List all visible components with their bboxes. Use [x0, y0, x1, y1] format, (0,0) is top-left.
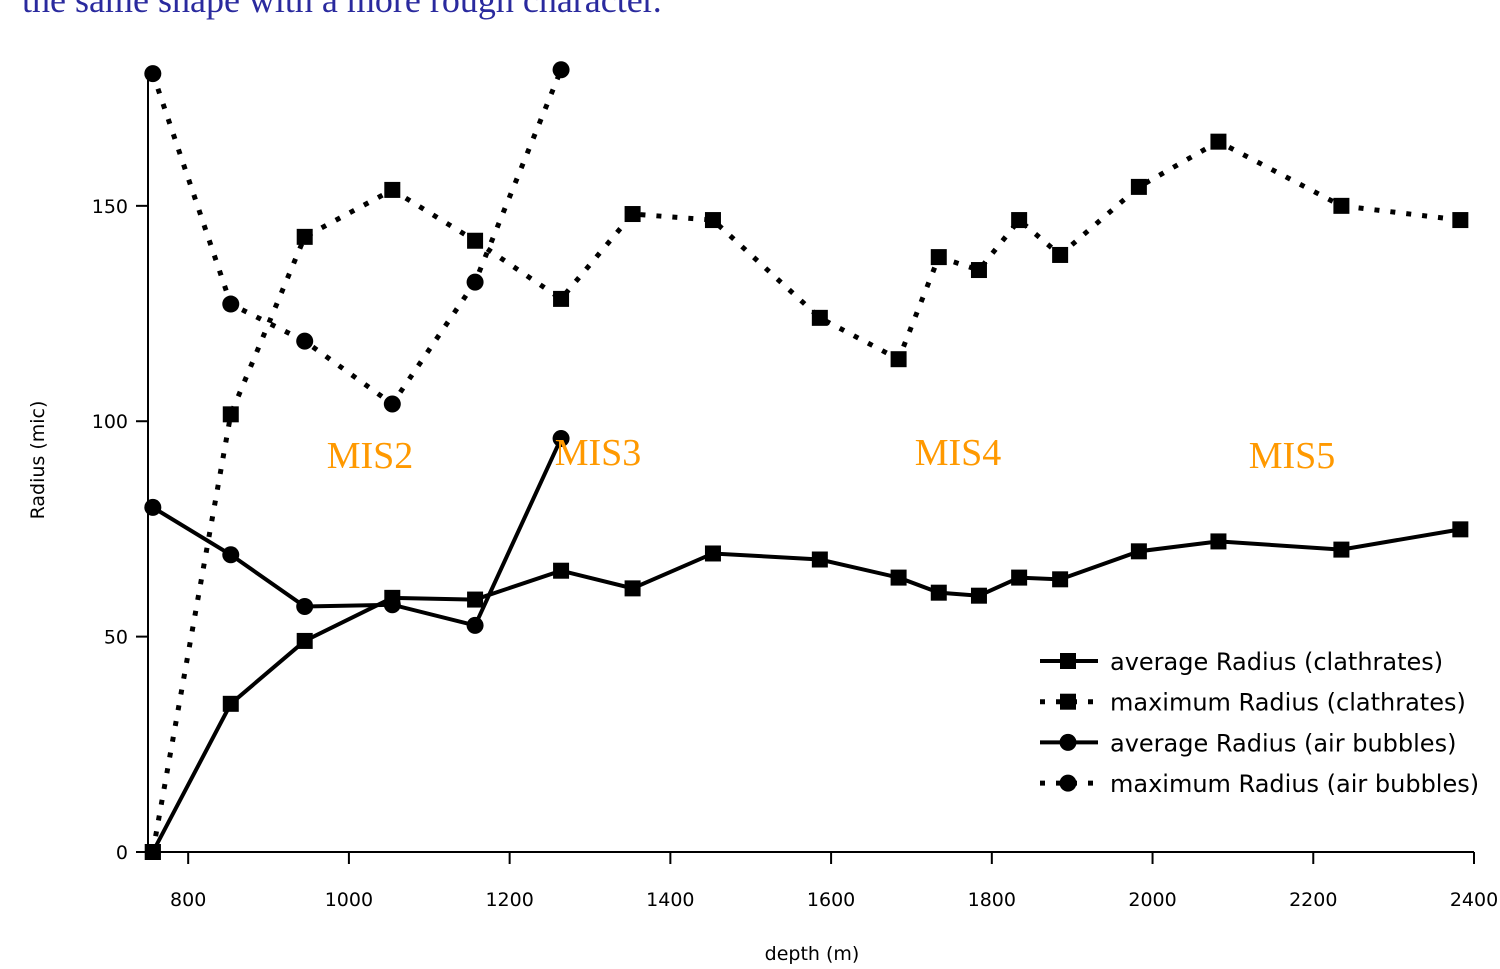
legend-label: maximum Radius (air bubbles)	[1110, 770, 1479, 798]
x-tick-label: 1800	[968, 889, 1016, 911]
annotation: MIS5	[1249, 435, 1336, 477]
data-point	[553, 290, 570, 307]
data-point	[144, 844, 161, 860]
legend-label: average Radius (air bubbles)	[1110, 729, 1456, 757]
data-point	[1210, 133, 1227, 150]
data-point	[1052, 246, 1069, 263]
data-point	[704, 212, 721, 229]
x-tick-label: 1000	[325, 889, 373, 911]
data-point	[222, 695, 239, 712]
data-point	[1333, 541, 1350, 558]
data-point	[144, 498, 162, 516]
data-point	[1130, 543, 1147, 560]
data-point	[970, 587, 987, 604]
data-point	[222, 406, 239, 423]
data-point	[296, 332, 314, 350]
data-point	[811, 551, 828, 568]
data-point	[1210, 533, 1227, 550]
data-point	[466, 273, 484, 291]
x-tick-label: 2200	[1289, 889, 1337, 911]
annotation: MIS4	[915, 432, 1002, 474]
x-tick-label: 2000	[1128, 889, 1176, 911]
x-axis-label: depth (m)	[765, 943, 860, 965]
x-tick-label: 1200	[485, 889, 533, 911]
x-tick-label: 2400	[1450, 889, 1498, 911]
y-axis-label: Radius (mic)	[27, 401, 49, 520]
x-tick-label: 1600	[807, 889, 855, 911]
annotation: MIS3	[555, 432, 642, 474]
data-point	[1452, 521, 1469, 538]
data-point	[222, 546, 240, 564]
data-point	[704, 545, 721, 562]
data-point	[1333, 197, 1350, 214]
data-point	[222, 295, 240, 313]
y-tick-label: 150	[92, 196, 128, 218]
data-point	[296, 597, 314, 615]
data-point	[553, 562, 570, 579]
series-line	[151, 437, 563, 628]
data-point	[144, 65, 162, 83]
data-point	[811, 309, 828, 326]
data-point	[467, 591, 484, 608]
data-point	[383, 395, 401, 413]
data-point	[890, 351, 907, 368]
data-point	[296, 632, 313, 649]
data-point	[383, 596, 401, 614]
data-point	[296, 228, 313, 245]
data-point	[552, 429, 570, 447]
data-point	[466, 616, 484, 634]
data-point	[1130, 178, 1147, 195]
data-point	[384, 181, 401, 198]
x-tick-label: 800	[170, 889, 206, 911]
data-point	[1452, 212, 1469, 229]
data-point	[1052, 571, 1069, 588]
data-point	[970, 262, 987, 279]
series-line	[150, 68, 564, 408]
data-point	[930, 249, 947, 266]
legend-marker	[1059, 774, 1077, 792]
annotation: MIS2	[327, 435, 414, 477]
legend-label: average Radius (clathrates)	[1110, 648, 1443, 676]
legend-marker	[1060, 693, 1076, 710]
y-tick-label: 0	[116, 842, 128, 864]
data-point	[890, 569, 907, 586]
data-point	[930, 584, 947, 601]
y-tick-label: 100	[92, 411, 128, 433]
data-point	[1011, 212, 1028, 229]
legend-marker	[1060, 653, 1076, 669]
legend-label: maximum Radius (clathrates)	[1110, 689, 1466, 717]
data-point	[1011, 569, 1028, 586]
data-point	[624, 580, 641, 597]
slide-text: the same shape with a more rough charact…	[22, 0, 662, 20]
x-tick-label: 1400	[646, 889, 694, 911]
data-point	[552, 61, 570, 79]
data-point	[467, 232, 484, 249]
legend-marker	[1059, 733, 1077, 751]
y-tick-label: 50	[104, 627, 128, 649]
data-point	[624, 206, 641, 223]
